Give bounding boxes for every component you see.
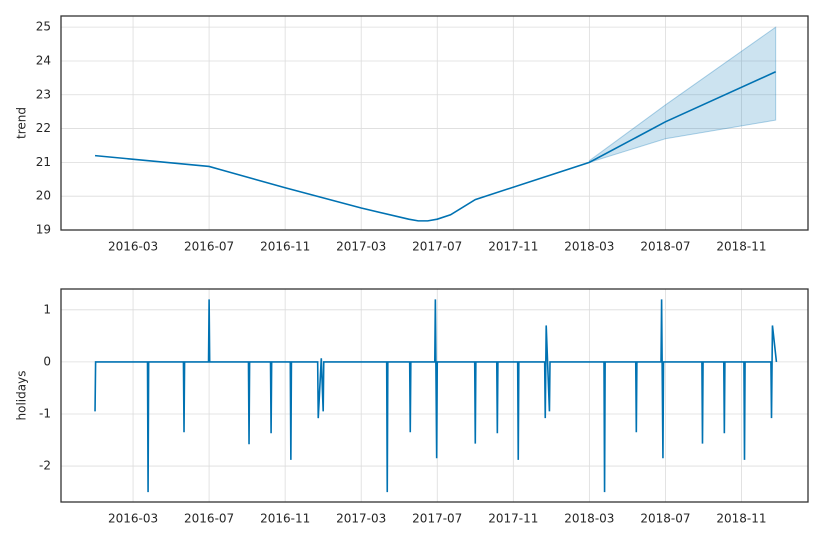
y-axis-label: holidays [15, 371, 29, 421]
x-tick-label: 2016-07 [184, 512, 234, 526]
x-tick-label: 2017-03 [336, 240, 386, 254]
y-tick-label: 19 [36, 223, 51, 237]
x-tick-label: 2016-11 [260, 512, 310, 526]
plot-frame [60, 15, 809, 231]
x-tick-label: 2016-11 [260, 240, 310, 254]
y-tick-label: 21 [36, 155, 51, 169]
y-tick-label: 0 [43, 354, 51, 368]
x-tick-label: 2017-07 [412, 240, 462, 254]
y-tick-label: -1 [39, 406, 51, 420]
x-tick-label: 2017-03 [336, 512, 386, 526]
plot-frame [60, 288, 809, 503]
x-tick-label: 2017-07 [412, 512, 462, 526]
y-tick-label: 20 [36, 189, 51, 203]
x-tick-label: 2018-07 [640, 240, 690, 254]
x-tick-label: 2018-03 [564, 512, 614, 526]
x-tick-label: 2018-03 [564, 240, 614, 254]
x-tick-label: 2018-11 [716, 240, 766, 254]
y-tick-label: -2 [39, 459, 51, 473]
x-tick-label: 2018-11 [716, 512, 766, 526]
x-tick-label: 2017-11 [488, 512, 538, 526]
line [94, 299, 778, 493]
y-tick-label: 23 [36, 87, 51, 101]
x-tick-label: 2016-07 [184, 240, 234, 254]
y-tick-label: 22 [36, 121, 51, 135]
y-axis-label: trend [15, 107, 29, 139]
y-tick-label: 25 [36, 20, 51, 34]
x-tick-label: 2017-11 [488, 240, 538, 254]
line [94, 71, 777, 222]
y-tick-label: 1 [43, 302, 51, 316]
y-tick-label: 24 [36, 53, 51, 67]
x-tick-label: 2016-03 [108, 240, 158, 254]
x-tick-label: 2016-03 [108, 512, 158, 526]
x-tick-label: 2018-07 [640, 512, 690, 526]
